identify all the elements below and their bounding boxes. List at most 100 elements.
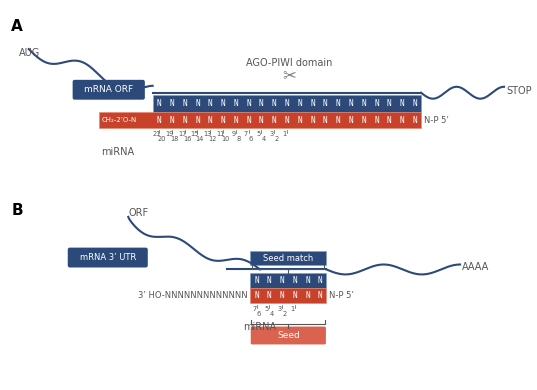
Text: 11: 11: [216, 131, 224, 137]
Text: 3: 3: [270, 131, 274, 137]
Text: miRNA: miRNA: [101, 147, 134, 157]
Text: CH₂-2’O-N: CH₂-2’O-N: [102, 117, 137, 123]
Text: 17: 17: [178, 131, 186, 137]
Text: 12: 12: [208, 136, 217, 142]
Text: N: N: [297, 115, 302, 124]
FancyBboxPatch shape: [250, 251, 326, 266]
Text: ORF: ORF: [128, 208, 148, 218]
Text: 14: 14: [195, 136, 204, 142]
Text: N: N: [305, 277, 310, 285]
Text: N: N: [208, 99, 213, 108]
Text: N: N: [292, 277, 297, 285]
Text: 8: 8: [236, 136, 240, 142]
Text: N: N: [259, 99, 264, 108]
Text: N: N: [221, 115, 225, 124]
Text: 18: 18: [170, 136, 178, 142]
Text: N: N: [170, 99, 174, 108]
Text: 7: 7: [252, 306, 256, 312]
Text: N: N: [157, 99, 161, 108]
Text: N: N: [318, 291, 322, 300]
Text: N: N: [255, 277, 259, 285]
Text: 9: 9: [231, 131, 235, 137]
Text: Seed: Seed: [277, 331, 300, 340]
FancyBboxPatch shape: [250, 288, 326, 303]
FancyBboxPatch shape: [99, 112, 421, 128]
Text: N: N: [208, 115, 213, 124]
FancyBboxPatch shape: [72, 80, 145, 100]
Text: N: N: [374, 99, 379, 108]
Text: 21: 21: [153, 131, 161, 137]
Text: AGO-PIWI domain: AGO-PIWI domain: [246, 58, 332, 68]
Text: N: N: [195, 115, 200, 124]
FancyBboxPatch shape: [153, 95, 421, 112]
Text: N: N: [349, 99, 353, 108]
Text: N: N: [336, 99, 340, 108]
Text: N: N: [182, 99, 187, 108]
Text: B: B: [11, 203, 23, 218]
Text: 13: 13: [204, 131, 212, 137]
FancyBboxPatch shape: [68, 248, 148, 268]
Text: 6: 6: [249, 136, 253, 142]
Text: 3: 3: [278, 306, 281, 312]
Text: N: N: [267, 291, 272, 300]
Text: 3’ HO-NNNNNNNNNNNNN: 3’ HO-NNNNNNNNNNNNN: [137, 291, 248, 300]
Text: AAAA: AAAA: [462, 262, 489, 273]
Text: N: N: [310, 99, 315, 108]
Text: N: N: [255, 291, 259, 300]
FancyBboxPatch shape: [251, 326, 326, 344]
Text: mRNA ORF: mRNA ORF: [84, 85, 133, 94]
Text: N: N: [297, 99, 302, 108]
Text: N: N: [349, 115, 353, 124]
Text: 6: 6: [257, 311, 261, 317]
Text: N: N: [412, 115, 417, 124]
Text: N: N: [374, 115, 379, 124]
Text: N: N: [221, 99, 225, 108]
Text: ✂: ✂: [282, 66, 296, 84]
Text: N: N: [310, 115, 315, 124]
Text: N: N: [267, 277, 272, 285]
Text: N: N: [305, 291, 310, 300]
FancyBboxPatch shape: [250, 273, 326, 288]
Text: 20: 20: [157, 136, 166, 142]
Text: N: N: [387, 99, 391, 108]
Text: 10: 10: [221, 136, 230, 142]
Text: 4: 4: [262, 136, 266, 142]
Text: N: N: [361, 99, 366, 108]
Text: 15: 15: [191, 131, 199, 137]
Text: A: A: [11, 19, 23, 34]
Text: N: N: [272, 99, 277, 108]
Text: N: N: [387, 115, 391, 124]
Text: Seed match: Seed match: [263, 254, 314, 262]
Text: AUG: AUG: [19, 48, 40, 58]
Text: N: N: [292, 291, 297, 300]
Text: N: N: [400, 99, 404, 108]
Text: 7: 7: [244, 131, 248, 137]
Text: N: N: [234, 115, 238, 124]
Text: N: N: [246, 99, 251, 108]
Text: N: N: [272, 115, 277, 124]
Text: N: N: [157, 115, 161, 124]
Text: N: N: [323, 115, 328, 124]
Text: N: N: [280, 277, 284, 285]
Text: N: N: [336, 115, 340, 124]
Text: N: N: [234, 99, 238, 108]
Text: 5: 5: [265, 306, 269, 312]
Text: N: N: [323, 99, 328, 108]
Text: 19: 19: [165, 131, 173, 137]
Text: N: N: [182, 115, 187, 124]
Text: N: N: [259, 115, 264, 124]
Text: N: N: [400, 115, 404, 124]
Text: N: N: [280, 291, 284, 300]
Text: N: N: [361, 115, 366, 124]
Text: N: N: [412, 99, 417, 108]
Text: 2: 2: [274, 136, 279, 142]
Text: N-P 5’: N-P 5’: [329, 291, 354, 300]
Text: 1: 1: [290, 306, 294, 312]
Text: 5: 5: [257, 131, 261, 137]
Text: N: N: [285, 115, 289, 124]
Text: 4: 4: [270, 311, 274, 317]
Text: N: N: [318, 277, 322, 285]
Text: 1: 1: [282, 131, 286, 137]
Text: miRNA: miRNA: [243, 322, 277, 332]
Text: 2: 2: [282, 311, 287, 317]
